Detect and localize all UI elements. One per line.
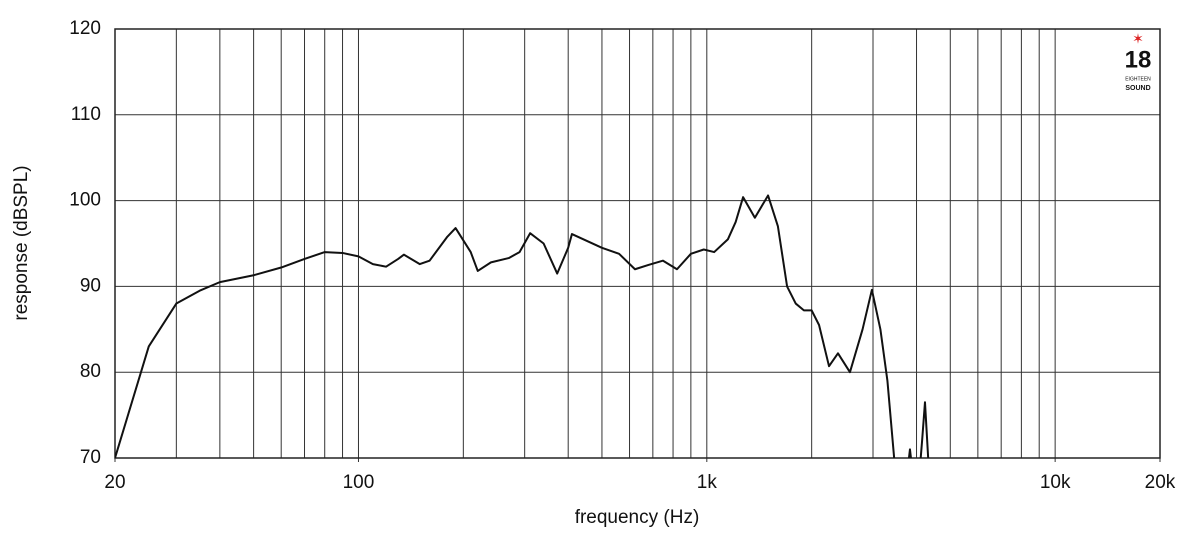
x-tick-label: 20k — [1145, 472, 1176, 493]
x-tick-label: 1k — [697, 472, 718, 493]
logo: ✶ 18 EIGHTEEN SOUND — [1125, 31, 1152, 92]
y-axis-label: response (dBSPL) — [11, 165, 32, 320]
plot-frame — [114, 28, 1161, 459]
y-tick-label: 80 — [80, 361, 101, 382]
x-tick-label: 20 — [104, 472, 125, 493]
x-tick-label: 100 — [343, 472, 375, 493]
logo-star: ✶ — [1132, 31, 1144, 47]
y-tick-label: 100 — [69, 190, 101, 211]
y-tick-label: 110 — [71, 104, 101, 125]
y-tick-label: 70 — [80, 447, 101, 468]
logo-number: 18 — [1125, 46, 1152, 73]
y-tick-label: 120 — [69, 18, 101, 39]
x-axis-label: frequency (Hz) — [575, 507, 700, 528]
x-tick-label: 10k — [1040, 472, 1071, 493]
y-tick-label: 90 — [80, 275, 101, 296]
response-curve — [115, 194, 930, 458]
logo-line2: SOUND — [1125, 85, 1150, 92]
logo-line1: EIGHTEEN — [1125, 76, 1151, 82]
